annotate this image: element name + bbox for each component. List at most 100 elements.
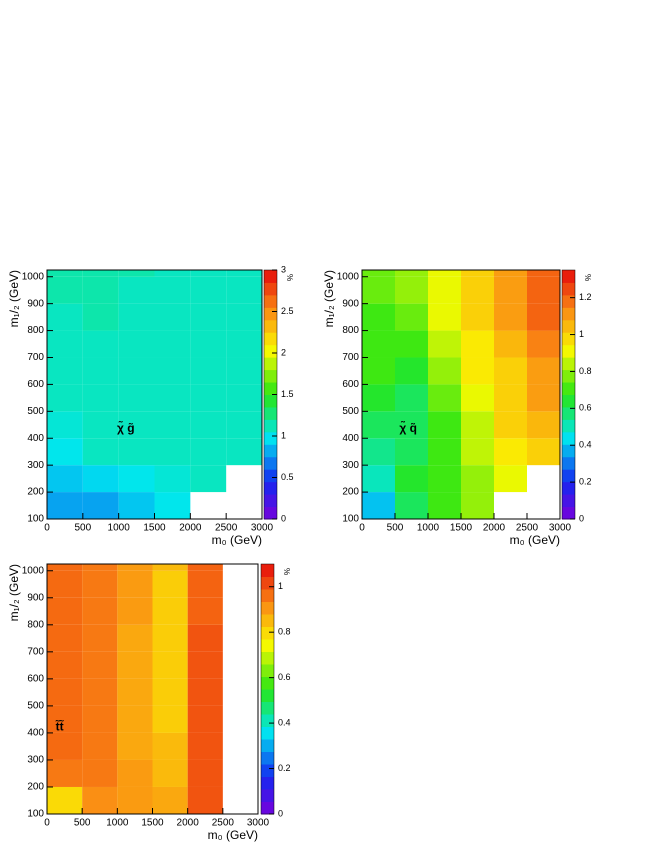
colorbar-band (562, 419, 575, 433)
heat-cell (118, 438, 155, 466)
heat-cell (152, 732, 188, 760)
heat-cell (47, 465, 83, 493)
colorbar-band (562, 481, 575, 495)
heat-cell (82, 330, 119, 358)
y-tick-label: 300 (342, 460, 359, 471)
heat-cell (47, 705, 83, 733)
colorbar-band (264, 282, 277, 296)
heat-cell (47, 651, 83, 679)
heat-cell (395, 438, 428, 466)
colorbar-band (562, 431, 575, 445)
heat-cell (494, 330, 527, 358)
x-tick-label: 3000 (549, 523, 572, 534)
heat-cell (154, 465, 191, 493)
y-tick-label: 400 (27, 433, 44, 444)
heat-cell (154, 330, 191, 358)
y-tick-label: 900 (27, 592, 44, 603)
z-tick-label: 0 (281, 513, 286, 523)
z-tick-label: 0 (278, 808, 283, 818)
heat-cell (190, 384, 227, 412)
colorbar-band (264, 481, 277, 495)
z-tick-label: 0.8 (278, 627, 291, 637)
y-tick-label: 700 (27, 352, 44, 363)
heat-cell (362, 465, 395, 493)
heat-cell (117, 786, 153, 814)
y-tick-label: 1000 (337, 271, 360, 282)
y-tick-label: 900 (342, 298, 359, 309)
heat-cell (190, 330, 227, 358)
heat-cell (395, 384, 428, 412)
heat-cell (154, 270, 191, 277)
y-tick-label: 200 (342, 487, 359, 498)
colorbar-band (264, 469, 277, 483)
panel-label: t̃t̃ (55, 719, 64, 734)
colorbar-band (562, 307, 575, 321)
colorbar-band (264, 431, 277, 445)
heat-cell (152, 786, 188, 814)
colorbar-band (264, 406, 277, 420)
heat-cell (47, 492, 83, 519)
heat-cell (494, 438, 527, 466)
colorbar-band (562, 369, 575, 383)
heat-cell (494, 357, 527, 385)
y-tick-label: 800 (27, 619, 44, 630)
heat-cell (82, 732, 118, 760)
heat-cell (461, 411, 494, 439)
heat-cell (47, 564, 83, 571)
colorbar-band (261, 801, 274, 815)
x-tick-label: 500 (387, 523, 404, 534)
heat-cell (82, 678, 118, 706)
y-tick-label: 600 (342, 379, 359, 390)
colorbar-band (562, 506, 575, 520)
x-tick-label: 1000 (417, 523, 440, 534)
colorbar-band (562, 357, 575, 371)
heat-cell (118, 303, 155, 331)
heat-cell (190, 270, 227, 277)
heat-cell (226, 384, 262, 412)
heat-cell (428, 357, 461, 385)
heat-cell (118, 384, 155, 412)
heat-cell (461, 438, 494, 466)
x-tick-label: 500 (74, 523, 91, 534)
heat-cell (527, 384, 560, 412)
heat-cell (47, 357, 83, 385)
heat-cell (190, 357, 227, 385)
colorbar-band (264, 382, 277, 395)
colorbar-band (562, 494, 575, 508)
colorbar-band (264, 419, 277, 433)
colorbar-band (562, 332, 575, 346)
heat-cell (82, 564, 118, 571)
y-tick-label: 500 (27, 701, 44, 712)
z-tick-label: 1.5 (281, 389, 294, 399)
heat-cell (82, 270, 119, 277)
heat-cell (461, 384, 494, 412)
heat-cell (190, 438, 227, 466)
heat-cell (428, 270, 461, 277)
panel-label: χ̃ q̃ (399, 420, 417, 435)
z-tick-label: 2.5 (281, 306, 294, 316)
heat-cell (428, 303, 461, 331)
colorbar-band (261, 601, 274, 615)
heat-cell (395, 276, 428, 304)
colorbar-band (264, 344, 277, 358)
colorbar-band (264, 369, 277, 383)
heat-cell (154, 492, 191, 519)
colorbar-band (562, 282, 575, 296)
heat-cell (82, 570, 118, 598)
z-tick-label: 0.6 (579, 403, 592, 413)
heat-cell (362, 492, 395, 519)
heat-cell (428, 276, 461, 304)
heat-cell (461, 330, 494, 358)
colorbar-band (562, 344, 575, 358)
heat-cell (226, 303, 262, 331)
heat-cell (362, 411, 395, 439)
heat-cell (152, 597, 188, 625)
heat-cell (82, 384, 119, 412)
colorbar-band (261, 764, 274, 777)
z-tick-label: 1 (281, 430, 286, 440)
z-axis-label: % (584, 274, 593, 281)
y-tick-label: 1000 (22, 565, 45, 576)
heat-cell (118, 411, 155, 439)
heat-cell (47, 438, 83, 466)
x-tick-label: 2000 (179, 523, 202, 534)
